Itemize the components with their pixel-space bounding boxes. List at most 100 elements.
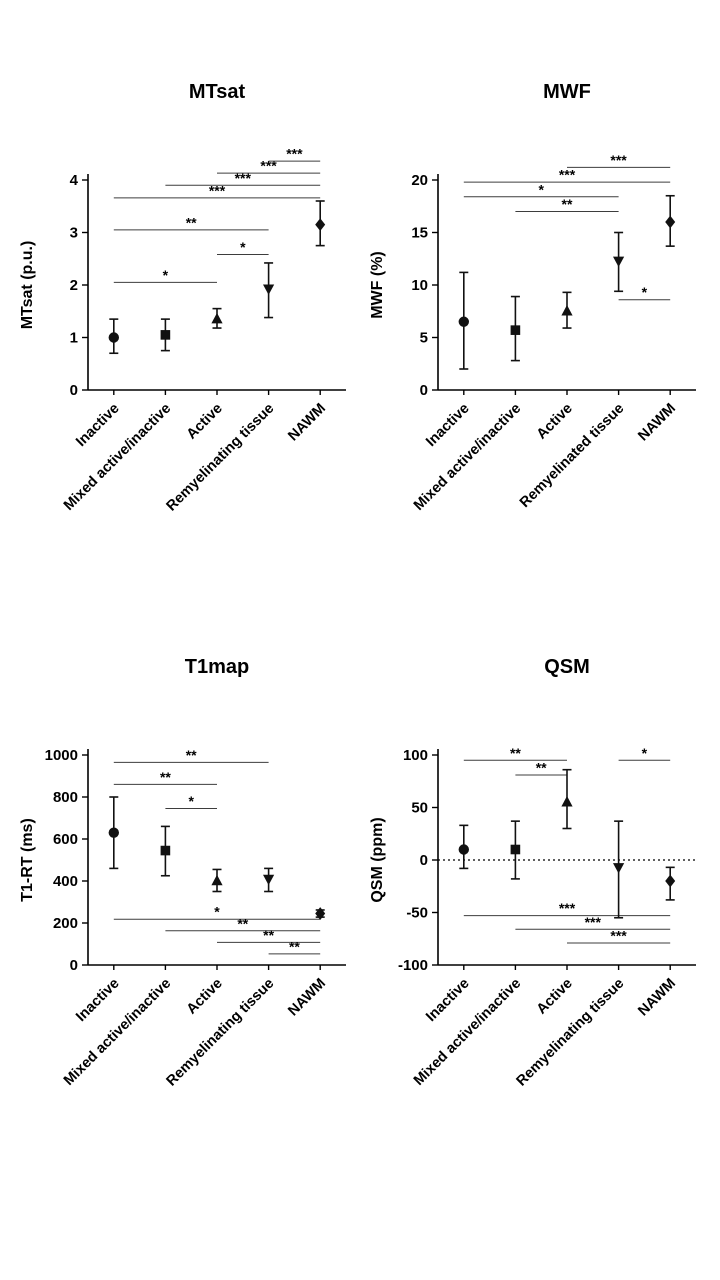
x-tick-label: NAWM [635, 401, 679, 445]
circle-marker [108, 827, 120, 838]
y-tick-label: -100 [398, 957, 428, 974]
y-tick-label: -50 [406, 905, 428, 922]
significance-label: ** [536, 759, 547, 775]
figure-panel-grid: MTsat MTsat (p.u.) 0 1 2 3 4 Inactive Mixed acti… [10, 70, 710, 1125]
significance-label: * [240, 239, 246, 255]
panel-mtsat: MTsat MTsat (p.u.) 0 1 2 3 4 Inactive Mixed acti… [10, 70, 360, 550]
data-point [458, 824, 469, 870]
triangle-up-marker [561, 796, 573, 807]
chart-title: MWF [543, 81, 591, 103]
y-tick-label: 2 [70, 277, 78, 294]
data-point [613, 820, 625, 919]
data-point [263, 262, 275, 319]
significance-label: ** [186, 214, 197, 230]
x-tick-label: Inactive [73, 976, 122, 1025]
square-marker [160, 330, 171, 340]
significance-label: *** [235, 170, 252, 186]
significance-label: *** [559, 900, 576, 916]
significance-label: *** [585, 914, 602, 930]
significance-label: ** [160, 769, 171, 785]
y-tick-label: 4 [70, 172, 79, 189]
data-point [108, 318, 120, 355]
x-tick-label: Inactive [73, 401, 122, 450]
x-tick-label: Active [184, 976, 226, 1018]
significance-label: * [642, 284, 648, 300]
y-tick-label: 1 [70, 330, 78, 347]
significance-label: * [188, 793, 194, 809]
x-tick-label: Active [184, 401, 226, 443]
y-tick-label: 100 [403, 747, 428, 764]
y-tick-label: 5 [420, 330, 428, 347]
significance-label: * [642, 745, 648, 761]
significance-label: *** [559, 167, 576, 183]
chart-title: QSM [544, 656, 590, 678]
data-point [315, 200, 326, 247]
triangle-up-marker [561, 305, 573, 316]
triangle-down-marker [613, 256, 625, 268]
x-tick-label: Active [534, 401, 576, 443]
data-point [665, 194, 676, 247]
significance-label: * [214, 904, 220, 920]
chart-t1map: T1map T1-RT (ms) 0 200 400 600 800 1000 Inactive… [19, 656, 346, 1090]
significance-label: ** [289, 938, 300, 954]
y-tick-label: 3 [70, 225, 78, 242]
x-tick-label: Mixed active/inactive [61, 976, 174, 1089]
circle-marker [108, 332, 120, 343]
chart-title: T1map [185, 656, 249, 678]
panel-t1map: T1map T1-RT (ms) 0 200 400 600 800 1000 Inactive… [10, 645, 360, 1125]
y-tick-label: 600 [53, 831, 78, 848]
x-tick-label: Remyelinating tissue [514, 976, 628, 1090]
panel-mwf: MWF MWF (%) 0 5 10 15 20 Inactive Mixed active/i… [360, 70, 710, 550]
y-axis-label: T1-RT (ms) [19, 818, 36, 902]
x-tick-label: Mixed active/inactive [411, 976, 524, 1089]
significance-label: * [538, 181, 544, 197]
square-marker [510, 844, 521, 855]
significance-label: ** [237, 915, 248, 931]
y-axis-label: MTsat (p.u.) [19, 241, 36, 330]
x-tick-label: Mixed active/inactive [411, 401, 524, 514]
y-tick-label: 0 [420, 852, 428, 869]
x-tick-label: Remyelinating tissue [164, 401, 278, 515]
data-point [458, 271, 469, 370]
significance-label: ** [510, 745, 521, 761]
x-tick-label: Inactive [423, 976, 472, 1025]
data-point [263, 867, 275, 893]
circle-marker [458, 844, 469, 855]
x-tick-label: NAWM [285, 976, 329, 1020]
data-point [211, 868, 223, 893]
y-tick-label: 20 [411, 172, 428, 189]
x-tick-label: Active [534, 976, 576, 1018]
significance-label: *** [610, 927, 627, 943]
data-point [510, 820, 521, 880]
y-tick-label: 50 [411, 800, 428, 817]
y-axis-label: MWF (%) [369, 251, 386, 319]
y-tick-label: 1000 [45, 747, 78, 764]
x-tick-label: Remyelinating tissue [164, 976, 278, 1090]
data-point [315, 907, 326, 920]
y-tick-label: 15 [411, 225, 428, 242]
x-tick-label: NAWM [635, 976, 679, 1020]
y-tick-label: 400 [53, 873, 78, 890]
significance-label: *** [260, 158, 277, 174]
y-tick-label: 0 [420, 382, 428, 399]
significance-label: *** [209, 182, 226, 198]
data-point [160, 825, 171, 877]
significance-label: ** [562, 196, 573, 212]
significance-label: *** [286, 146, 303, 162]
significance-label: ** [263, 927, 274, 943]
y-tick-label: 10 [411, 277, 428, 294]
triangle-down-marker [263, 284, 275, 295]
data-point [561, 768, 573, 830]
y-tick-label: 0 [70, 957, 78, 974]
data-point [665, 866, 676, 901]
triangle-down-marker [613, 863, 625, 874]
y-axis-label: QSM (ppm) [369, 817, 386, 902]
x-tick-label: Inactive [423, 401, 472, 450]
data-point [561, 291, 573, 329]
square-marker [510, 325, 521, 335]
data-point [211, 307, 223, 329]
data-point [160, 318, 171, 352]
